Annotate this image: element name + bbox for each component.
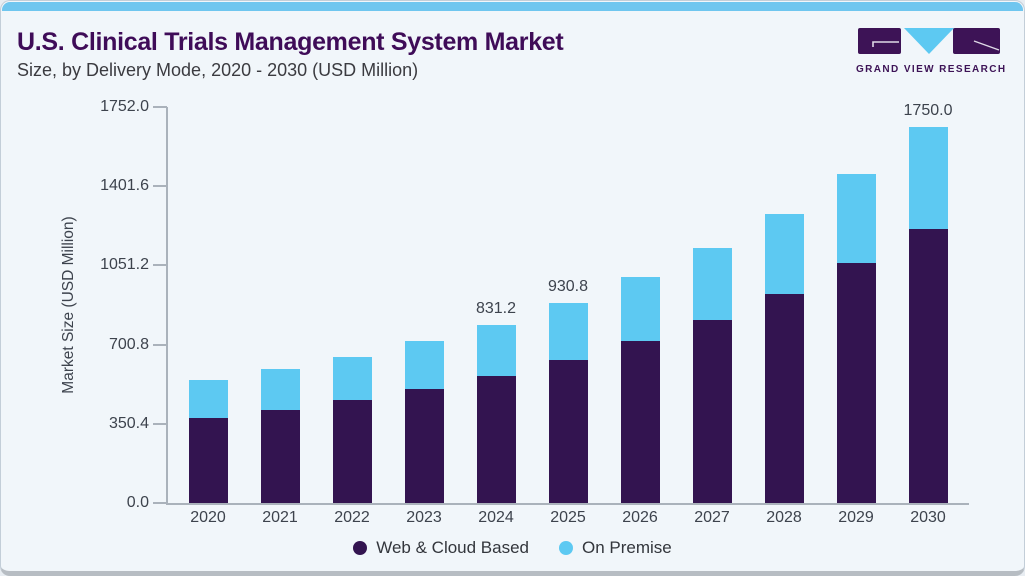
- y-axis-tick-labels: 1752.0 1401.6 1051.2 700.8 350.4 0.0: [1, 1, 167, 571]
- legend-item: On Premise: [559, 538, 672, 558]
- legend: Web & Cloud Based On Premise: [1, 538, 1024, 558]
- bar-segment-web-cloud-2020: [188, 418, 228, 503]
- x-tick-label-2023: 2023: [406, 509, 442, 526]
- x-tick-label-2024: 2024: [478, 509, 514, 526]
- bar-segment-web-cloud-2021: [260, 409, 300, 503]
- gvr-logo: GRAND VIEW RESEARCH: [856, 28, 1007, 75]
- y-tick-label: 1051.2: [100, 256, 149, 274]
- bar-total-label-2025: 930.8: [547, 278, 589, 296]
- bar-segment-on-premise-2030: [908, 127, 948, 229]
- y-tick-label: 1752.0: [100, 98, 149, 115]
- legend-item: Web & Cloud Based: [353, 538, 529, 558]
- y-tick-label: 700.8: [108, 335, 149, 353]
- y-tick-mark: [153, 264, 167, 267]
- y-tick-mark: [153, 106, 167, 108]
- x-tick-label-2027: 2027: [694, 509, 730, 526]
- x-tick-label-2026: 2026: [622, 509, 658, 526]
- x-tick-label-2022: 2022: [334, 509, 370, 526]
- x-tick-label-2030: 2030: [910, 509, 946, 526]
- gvr-logo-text: GRAND VIEW RESEARCH: [856, 64, 1007, 75]
- bar-segment-web-cloud-2022: [332, 400, 372, 503]
- y-tick-label: 350.4: [108, 414, 149, 432]
- x-tick-label-2021: 2021: [262, 509, 298, 526]
- plot-area: 831.2 930.8 1750.0: [166, 102, 969, 505]
- legend-dot: [353, 541, 368, 555]
- bar-segment-on-premise-2027: [692, 247, 732, 320]
- bar-segment-web-cloud-2027: [692, 319, 732, 503]
- gvr-logo-icon: [858, 28, 1000, 54]
- y-tick-label: 1401.6: [100, 177, 149, 195]
- bar-segment-web-cloud-2028: [764, 293, 804, 503]
- bar-segment-web-cloud-2026: [620, 340, 660, 503]
- y-tick-mark: [153, 185, 167, 188]
- bar-segment-on-premise-2022: [332, 356, 372, 401]
- bar-segment-on-premise-2026: [620, 277, 660, 341]
- y-tick-label: 0.0: [126, 494, 149, 511]
- legend-dot: [559, 541, 574, 555]
- y-tick-mark: [153, 422, 167, 425]
- legend-label: On Premise: [582, 538, 672, 557]
- x-tick-label-2025: 2025: [550, 509, 586, 526]
- y-tick-mark: [153, 343, 167, 346]
- legend-label: Web & Cloud Based: [376, 538, 530, 557]
- bar-segment-web-cloud-2024: [476, 376, 516, 503]
- top-accent-bar: [2, 2, 1023, 11]
- x-axis-labels: 2020 2021 2022 2023 2024 2025 2026 2027 2028 2029…: [168, 509, 969, 531]
- bar-segment-on-premise-2025: [548, 303, 588, 361]
- bar-segment-on-premise-2020: [188, 379, 228, 419]
- x-tick-label-2029: 2029: [838, 509, 874, 526]
- bar-segment-on-premise-2023: [404, 340, 444, 390]
- bar-total-label-2024: 831.2: [475, 299, 517, 317]
- bar-segment-web-cloud-2029: [836, 263, 876, 503]
- bar-segment-web-cloud-2023: [404, 389, 444, 503]
- bar-segment-on-premise-2029: [836, 173, 876, 264]
- bar-segment-web-cloud-2030: [908, 228, 948, 503]
- x-tick-label-2020: 2020: [190, 509, 226, 526]
- x-tick-label-2028: 2028: [766, 509, 802, 526]
- page-title: U.S. Clinical Trials Management System M…: [17, 28, 564, 56]
- y-tick-mark: [153, 502, 167, 504]
- bar-segment-on-premise-2021: [260, 368, 300, 410]
- bar-total-label-2030: 1750.0: [903, 102, 953, 120]
- bar-segment-web-cloud-2025: [548, 360, 588, 503]
- page-subtitle: Size, by Delivery Mode, 2020 - 2030 (USD…: [17, 60, 419, 80]
- bar-segment-on-premise-2024: [476, 324, 516, 377]
- bar-segment-on-premise-2028: [764, 213, 804, 294]
